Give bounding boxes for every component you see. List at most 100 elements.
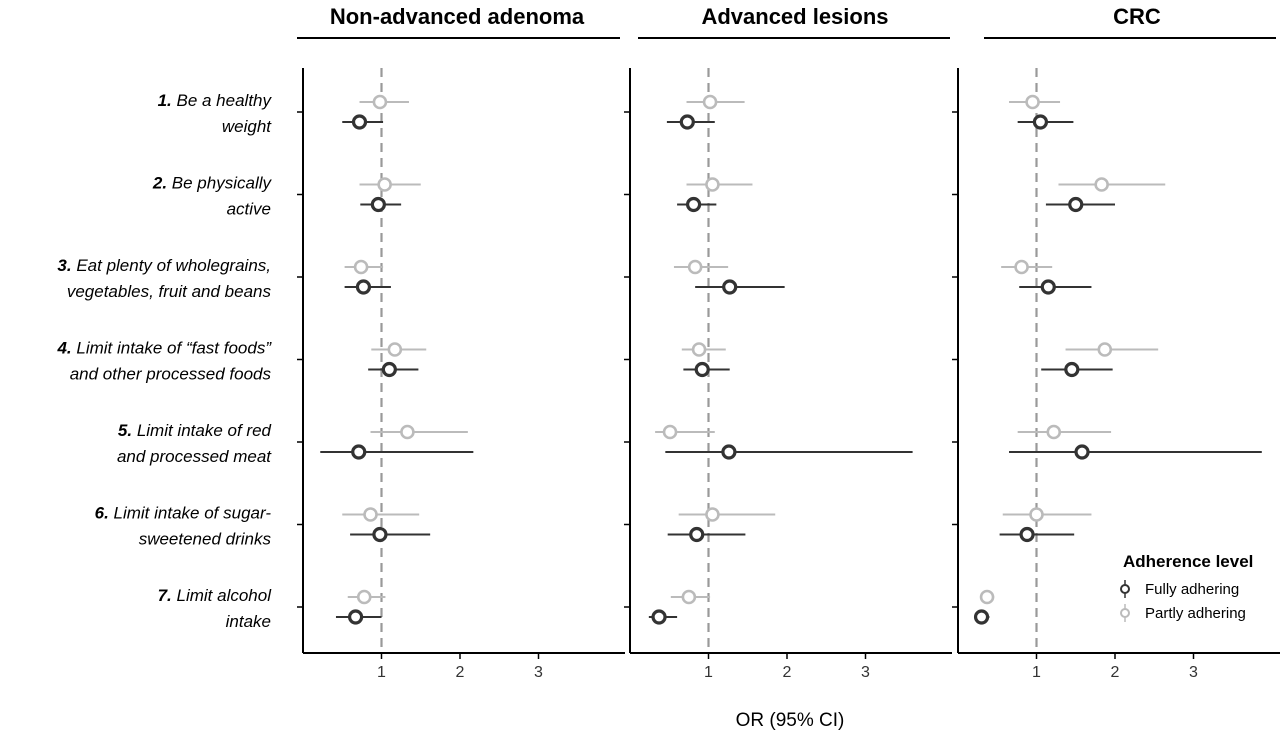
x-tick-label: 1 [377,664,386,681]
or-point [355,279,372,295]
or-point [705,177,720,192]
row-number: 6. [95,504,114,523]
series-partly-adhering [655,94,776,605]
or-point [1025,94,1040,110]
or-point [363,507,378,522]
or-point [353,259,369,275]
panel-2: Advanced lesions 1 2 3 [624,4,952,681]
or-point [1046,424,1062,440]
row-number: 5. [118,421,137,440]
row-label-1: 1. Be a healthy weight [158,91,273,136]
row-line-2: and processed meat [117,447,272,466]
row-number: 7. [158,586,177,605]
or-point [387,342,403,357]
row-label-6: 6. Limit intake of sugar-sweetened drink… [95,504,272,549]
legend-item-label: Fully adhering [1145,581,1239,598]
or-point [702,94,718,110]
legend-item-2: Partly adhering [1120,604,1246,622]
x-tick-label: 1 [704,664,713,681]
row-number: 4. [56,339,76,358]
or-point [370,196,386,213]
or-point [1029,507,1044,522]
row-line-1: Limit alcohol [177,586,273,605]
series-partly-adhering [979,94,1166,605]
row-label-4: 4. Limit intake of “fast foods” and other… [56,339,272,384]
or-point [1014,259,1029,275]
panel-title: Non-advanced adenoma [330,4,585,29]
or-point [1068,196,1084,213]
panel-title: CRC [1113,4,1161,29]
x-tick-label: 3 [861,664,870,681]
or-point [1040,279,1056,295]
series-partly-adhering [342,94,468,605]
or-point [679,114,695,130]
x-tick-label: 1 [1032,664,1041,681]
or-point [1074,444,1090,460]
or-point [694,361,710,378]
row-line-1: Be a healthy [176,91,272,110]
or-point [1032,114,1049,130]
or-point [351,114,368,130]
row-line-2: active [227,200,271,219]
panels: Non-advanced adenoma 1 2 3 Advanced lesions 1… [297,4,1280,681]
or-point [356,589,372,605]
or-point [721,444,737,460]
x-tick-label: 2 [1111,664,1120,681]
legend-key-point [1120,608,1130,618]
or-point [381,361,397,378]
row-line-2: vegetables, fruit and beans [67,282,272,301]
x-axis-label: OR (95% CI) [736,710,845,731]
series-fully-adhering [320,114,474,625]
row-line-1: Limit intake of sugar- [114,504,272,523]
legend-title: Adherence level [1123,552,1253,571]
or-point [685,196,702,213]
or-point [689,526,705,543]
or-point [687,259,703,275]
row-line-1: Limit intake of “fast foods” [76,339,272,358]
or-point [372,526,388,543]
panel-title: Advanced lesions [701,4,888,29]
or-point [722,279,738,295]
or-point [347,609,364,625]
or-point [1094,177,1109,192]
row-number: 2. [152,174,172,193]
or-point [973,609,990,625]
or-point [372,94,388,110]
row-line-2: sweetened drinks [139,530,272,549]
row-line-2: weight [222,117,272,136]
x-tick-label: 2 [456,664,465,681]
row-line-1: Be physically [172,174,273,193]
or-point [1097,342,1113,357]
legend-item-1: Fully adhering [1120,580,1239,598]
series-fully-adhering [973,114,1262,625]
or-point [351,444,367,460]
legend-key-point [1120,584,1130,594]
row-number: 1. [158,91,177,110]
or-point [1019,526,1035,543]
or-point [400,424,415,440]
or-point [979,589,995,605]
or-point [681,589,697,605]
row-label-5: 5. Limit intake of red and processed meat [117,421,272,466]
x-tick-label: 2 [783,664,792,681]
row-label-3: 3. Eat plenty of wholegrains, vegetables,… [57,256,271,301]
row-line-1: Limit intake of red [137,421,272,440]
x-tick-label: 3 [534,664,543,681]
or-point [691,342,707,357]
or-point [1064,361,1080,378]
row-line-2: and other processed foods [70,365,272,384]
or-point [651,609,667,625]
or-point [662,424,678,440]
series-fully-adhering [648,114,913,625]
or-point [705,507,720,522]
legend-item-label: Partly adhering [1145,605,1246,622]
row-line-1: Eat plenty of wholegrains, [76,256,271,275]
panel-1: Non-advanced adenoma 1 2 3 [297,4,625,681]
row-labels: 1. Be a healthy weight 2. Be physically act… [56,91,272,631]
panel-3: CRC 1 2 3 [952,4,1280,681]
row-label-2: 2. Be physically active [152,174,273,219]
row-line-2: intake [226,612,271,631]
row-label-7: 7. Limit alcohol intake [158,586,273,631]
x-tick-label: 3 [1189,664,1198,681]
